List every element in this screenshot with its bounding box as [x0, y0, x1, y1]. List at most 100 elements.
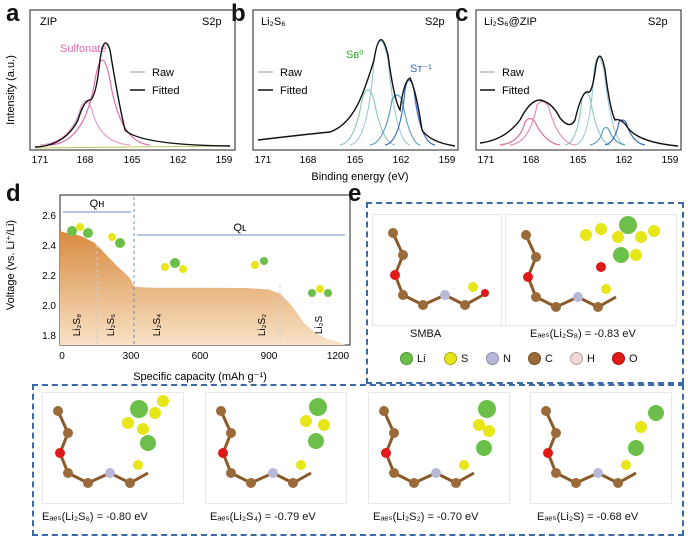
smba-label: SMBA: [410, 328, 442, 340]
molecule-li2s2-drawing: [379, 400, 496, 488]
panel-letter-a: a: [6, 0, 20, 27]
tick-b-171: 171: [255, 155, 272, 166]
molecule-li2s: [530, 392, 672, 504]
tick-b-168: 168: [300, 155, 317, 166]
peak-b-1: [339, 89, 396, 146]
xtick-600: 600: [192, 351, 209, 362]
xtick-0: 0: [59, 351, 65, 362]
species-li2s4: Li₂S₄: [152, 314, 163, 336]
xps-ylabel: Intensity (a.u.): [5, 55, 17, 125]
legend-s-label: S: [461, 352, 469, 365]
energy-li2s: Eₐₑₛ(Li₂S) = -0.68 eV: [537, 511, 639, 523]
legend-n-label: N: [503, 352, 511, 365]
species-li2s2: Li₂S₂: [257, 314, 268, 336]
xps-panel-c: Li₂S₆@ZIP S2p Raw Fitted 171 168 165 162…: [475, 9, 682, 166]
molecule-smba-drawing: [388, 228, 489, 310]
legend-o: O: [612, 352, 638, 365]
species-li2s6: Li₂S₆: [106, 314, 117, 336]
tick-b-159: 159: [439, 155, 456, 166]
legend-o-label: O: [629, 352, 638, 365]
xps-orbital-c: S2p: [648, 16, 668, 28]
peak-c-3: [564, 92, 611, 146]
legend-raw-a: Raw: [152, 67, 174, 79]
tick-c-165: 165: [570, 155, 587, 166]
legend-li: Li: [400, 352, 426, 365]
discharge-chart: Voltage (vs. Li⁺/Li) Specific capacity (…: [5, 194, 351, 383]
legend-fitted-a: Fitted: [152, 85, 180, 97]
legend-c-label: C: [545, 352, 553, 365]
tick-a-171: 171: [32, 155, 49, 166]
ytick-2.4: 2.4: [42, 241, 56, 252]
peak-c-1: [499, 117, 561, 146]
molecule-li2s2: [368, 392, 510, 504]
peak-c-6: [604, 119, 646, 146]
ql-label: Qʟ: [234, 222, 248, 234]
energy-li2s8: Eₐₑₛ(Li₂S₈) = -0.83 eV: [530, 328, 636, 340]
molecule-li2s8: [505, 214, 677, 326]
discharge-xlabel: Specific capacity (mAh g⁻¹): [133, 371, 267, 383]
peak-sb0: [349, 40, 411, 146]
legend-fitted-b: Fitted: [280, 85, 308, 97]
tick-b-162: 162: [393, 155, 410, 166]
legend-raw-c: Raw: [502, 67, 524, 79]
energy-li2s6: Eₐₑₛ(Li₂S₆) = -0.80 eV: [42, 511, 148, 523]
ytick-2.2: 2.2: [42, 271, 56, 282]
annotation-sb0: Sʙ⁰: [346, 49, 364, 61]
discharge-xticks: 0 300 600 900 1200: [59, 351, 349, 362]
molecule-li2s4-drawing: [216, 398, 330, 488]
discharge-ylabel: Voltage (vs. Li⁺/Li): [5, 220, 17, 310]
legend-h: H: [570, 352, 595, 365]
tick-c-171: 171: [478, 155, 495, 166]
discharge-area: [60, 231, 346, 345]
legend-li-label: Li: [417, 352, 426, 365]
tick-c-162: 162: [616, 155, 633, 166]
species-li2s: Li₂S: [314, 316, 325, 335]
xps-ticks-b: 171 168 165 162 159: [255, 155, 456, 166]
panel-letter-d: d: [6, 180, 21, 207]
xps-ticks-a: 171 168 165 162 159: [32, 155, 233, 166]
species-li2s8: Li₂S₈: [72, 314, 83, 336]
legend-fitted-c: Fitted: [502, 85, 530, 97]
tick-c-168: 168: [523, 155, 540, 166]
xps-sample-a: ZIP: [40, 16, 57, 28]
energy-li2s2: Eₐₑₛ(Li₂S₂) = -0.70 eV: [373, 511, 479, 523]
ytick-2.6: 2.6: [42, 211, 56, 222]
molecule-li2s6-drawing: [53, 395, 169, 488]
tick-c-159: 159: [662, 155, 679, 166]
xps-orbital-a: S2p: [202, 16, 222, 28]
molecule-li2s6: [42, 392, 184, 504]
tick-a-165: 165: [124, 155, 141, 166]
xps-ticks-c: 171 168 165 162 159: [478, 155, 679, 166]
peak-c-2: [509, 100, 576, 146]
peak-sulfonate-2: [49, 59, 151, 146]
legend-raw-b: Raw: [280, 67, 302, 79]
legend-n: N: [486, 352, 511, 365]
molecule-li2s4: [205, 392, 347, 504]
xps-orbital-b: S2p: [425, 16, 445, 28]
tick-a-159: 159: [216, 155, 233, 166]
legend-s: S: [444, 352, 468, 365]
fitted-curve-a: [34, 42, 231, 148]
molecule-li2s8-drawing: [521, 216, 660, 312]
xps-panel-b: Li₂S₆ S2p Sʙ⁰ Sᴛ⁻¹ Raw Fitted 171 168 16…: [252, 9, 459, 166]
xtick-1200: 1200: [327, 351, 350, 362]
discharge-yticks: 1.8 2.0 2.2 2.4 2.6: [42, 211, 56, 342]
ytick-1.8: 1.8: [42, 331, 56, 342]
molecule-smba: [372, 214, 502, 326]
xps-sample-c: Li₂S₆@ZIP: [484, 16, 537, 28]
ytick-2.0: 2.0: [42, 301, 56, 312]
species-labels: Li₂S₈ Li₂S₆ Li₂S₄ Li₂S₂ Li₂S: [72, 314, 325, 336]
tick-a-168: 168: [77, 155, 94, 166]
dashed-box-top: [366, 202, 684, 384]
xtick-300: 300: [123, 351, 140, 362]
baseline-a: [34, 145, 231, 149]
qh-label: Qʜ: [90, 198, 105, 210]
legend-h-label: H: [587, 352, 595, 365]
tick-b-165: 165: [347, 155, 364, 166]
annotation-st: Sᴛ⁻¹: [410, 63, 432, 75]
peak-c-4: [574, 56, 626, 146]
fitted-curve-c: [479, 55, 679, 147]
annotation-sulfonate: Sulfonate: [60, 43, 106, 55]
panel-letter-e: e: [348, 180, 362, 207]
xtick-900: 900: [261, 351, 278, 362]
